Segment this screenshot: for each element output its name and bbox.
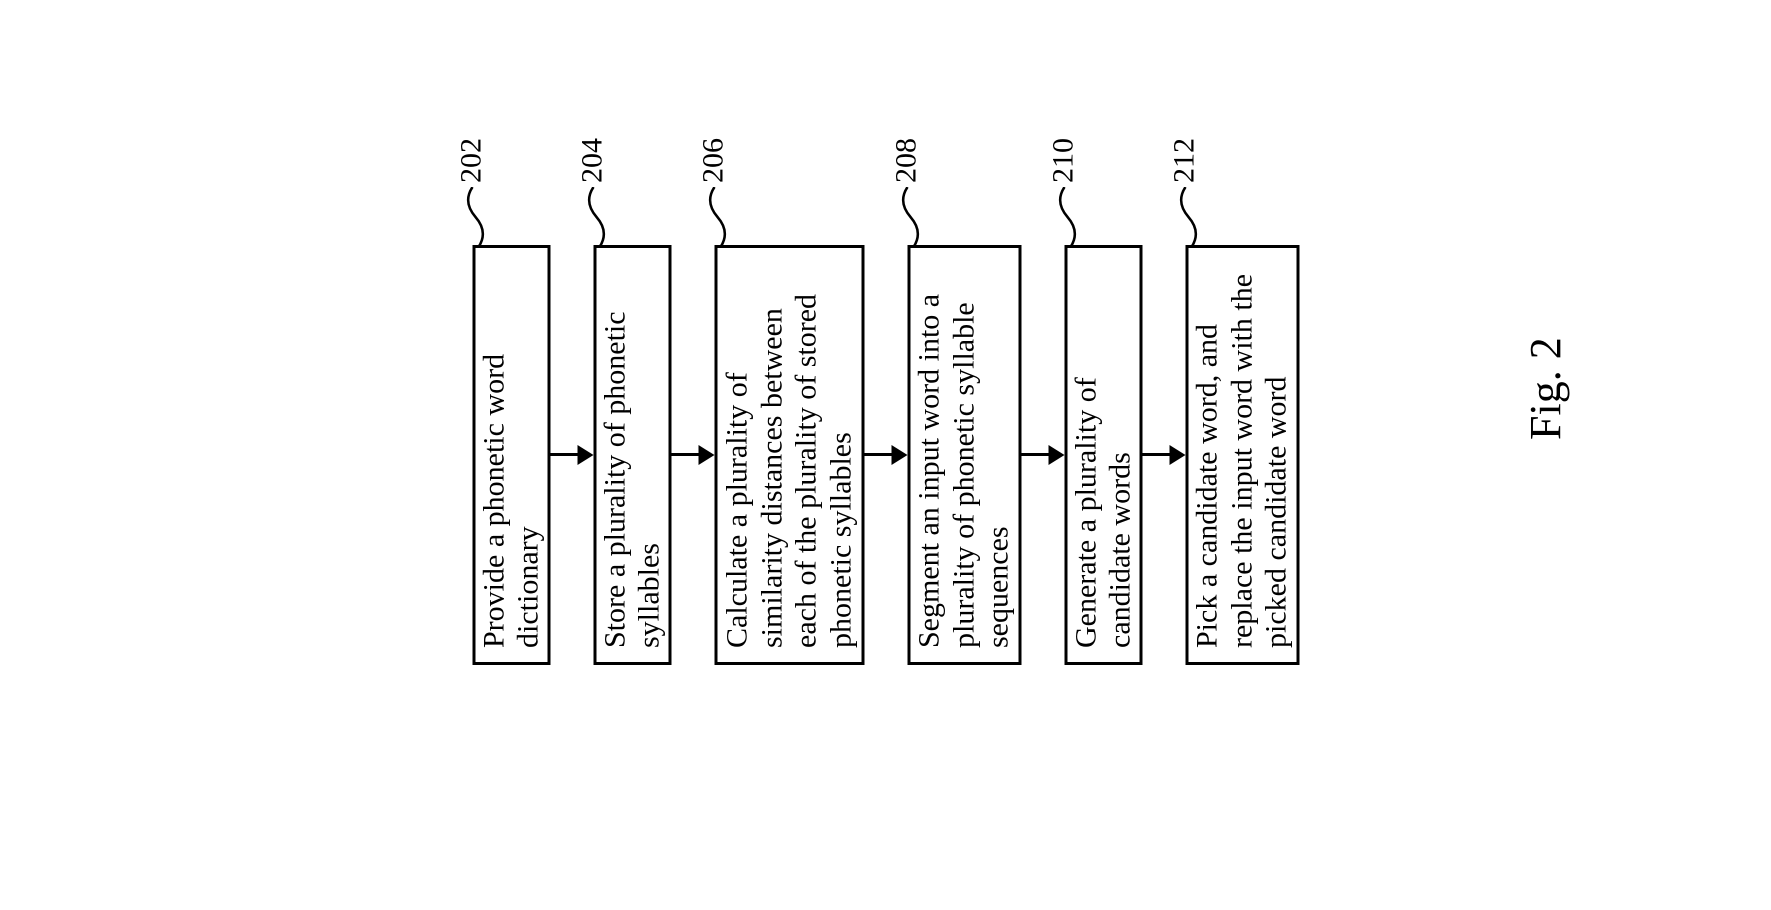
flow-step: Generate a plurality of candidate words …: [1064, 245, 1142, 665]
flow-step: Pick a candidate word, and replace the i…: [1185, 245, 1299, 665]
connector-curve: [1173, 187, 1203, 247]
ref-label-212: 212: [1169, 138, 1199, 183]
ref-label-202: 202: [456, 138, 486, 183]
flow-step: Calculate a plurality of similarity dist…: [714, 245, 864, 665]
flow-box-202: Provide a phonetic word dictionary: [472, 245, 550, 665]
flow-arrow: [1021, 445, 1064, 465]
flow-step: Provide a phonetic word dictionary 202: [472, 245, 550, 665]
flow-arrow: [671, 445, 714, 465]
ref-label-210: 210: [1048, 138, 1078, 183]
flowchart-container: Provide a phonetic word dictionary 202 S…: [472, 245, 1299, 665]
flow-box-212: Pick a candidate word, and replace the i…: [1185, 245, 1299, 665]
flow-box-210: Generate a plurality of candidate words: [1064, 245, 1142, 665]
connector-curve: [1052, 187, 1082, 247]
connector-curve: [895, 187, 925, 247]
connector-curve: [702, 187, 732, 247]
flow-step: Store a plurality of phonetic syllables …: [593, 245, 671, 665]
ref-label-206: 206: [698, 138, 728, 183]
flow-box-206: Calculate a plurality of similarity dist…: [714, 245, 864, 665]
flow-arrow: [1142, 445, 1185, 465]
flow-step: Segment an input word into a plurality o…: [907, 245, 1021, 665]
figure-caption: Fig. 2: [1520, 337, 1571, 440]
flow-box-204: Store a plurality of phonetic syllables: [593, 245, 671, 665]
connector-curve: [460, 187, 490, 247]
flow-arrow: [550, 445, 593, 465]
ref-label-208: 208: [891, 138, 921, 183]
flow-box-208: Segment an input word into a plurality o…: [907, 245, 1021, 665]
ref-label-204: 204: [577, 138, 607, 183]
flow-arrow: [864, 445, 907, 465]
connector-curve: [581, 187, 611, 247]
